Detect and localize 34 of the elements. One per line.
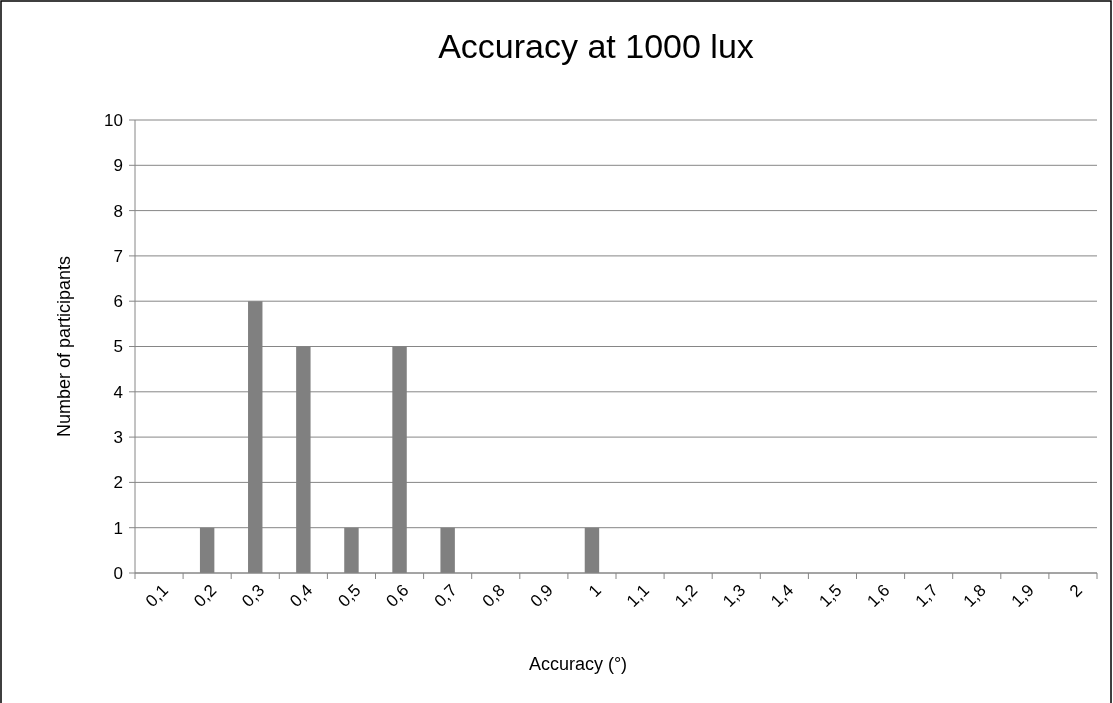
x-tick-label: 0,1 — [141, 580, 173, 611]
y-tick-label: 9 — [113, 156, 123, 176]
x-tick-label: 1,2 — [671, 580, 702, 611]
x-tick-label: 1,8 — [959, 580, 990, 611]
y-tick-label: 6 — [113, 292, 123, 312]
y-tick-label: 3 — [113, 428, 123, 448]
x-axis-title: Accuracy (°) — [528, 654, 628, 674]
x-tick-label: 0,4 — [286, 580, 317, 611]
chart-title: Accuracy at 1000 lux — [438, 27, 754, 65]
x-tick-label: 1,6 — [863, 580, 894, 611]
x-tick-label: 1,5 — [815, 580, 846, 611]
x-tick-label: 0,7 — [430, 580, 461, 611]
y-tick-label: 0 — [113, 563, 123, 583]
y-tick-label: 8 — [113, 201, 123, 221]
y-tick-label: 2 — [113, 473, 123, 493]
x-tick-label: 1,1 — [622, 580, 654, 611]
x-tick-label: 2 — [1065, 580, 1086, 601]
x-tick-label: 1,9 — [1007, 580, 1038, 611]
y-tick-label: 5 — [113, 337, 123, 357]
y-tick-label: 10 — [104, 110, 123, 130]
x-tick-label: 1,4 — [767, 580, 798, 611]
x-tick-label: 1,7 — [911, 580, 942, 611]
x-tick-label: 0,3 — [238, 580, 269, 611]
x-tick-label: 0,8 — [478, 580, 509, 611]
y-tick-label: 4 — [113, 382, 123, 402]
x-tick-label: 0,6 — [382, 580, 413, 611]
y-axis-title: Number of participants — [54, 255, 74, 438]
y-tick-label: 7 — [113, 246, 123, 266]
x-tick-label: 1 — [584, 580, 605, 601]
x-tick-label: 0,9 — [526, 580, 557, 611]
x-tick-label: 0,2 — [190, 580, 221, 611]
y-tick-label: 1 — [113, 518, 123, 538]
x-tick-label: 1,3 — [719, 580, 750, 611]
x-tick-label: 0,5 — [334, 580, 365, 611]
